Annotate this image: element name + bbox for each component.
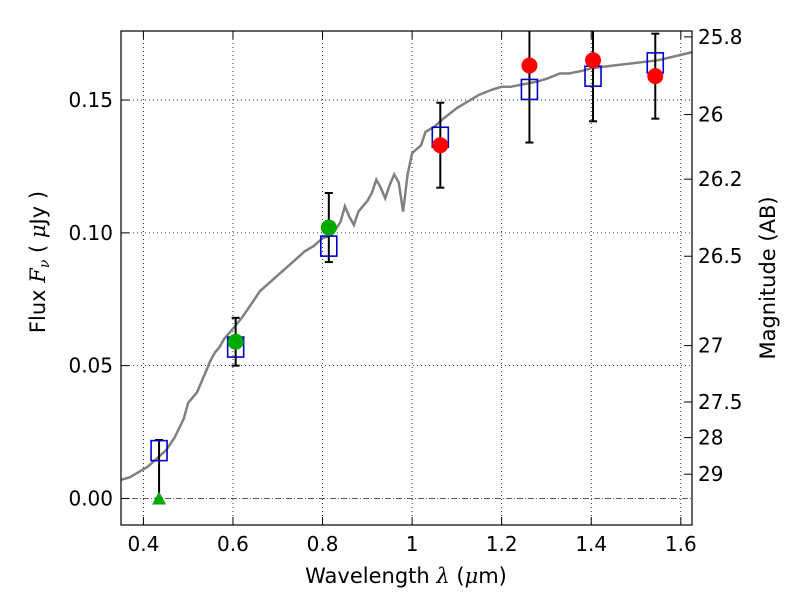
x-tick-label: 1.6 [665,532,697,556]
x-tick-label: 0.6 [217,532,249,556]
y2-tick-label: 27 [698,334,723,358]
observed-optical-point [227,333,244,350]
observed-nir-point [585,52,602,69]
data-markers [150,52,665,505]
y2-axis-ticks: 25.8 26 26.2 26.5 27 27.5 28 29 [684,25,743,486]
y-tick-label: 0.10 [68,221,113,245]
y-axis-label: Flux Fν ( μJy ) [26,191,53,333]
x-axis-ticks: 0.4 0.6 0.8 1 1.2 1.4 1.6 [127,31,697,556]
observed-nir-point [432,137,449,154]
upper-limit-triangle [152,491,167,505]
model-spectrum-line [121,50,692,482]
model-photometry-square [319,235,338,257]
y2-tick-label: 25.8 [698,25,743,49]
plot-area [121,31,692,505]
x-tick-label: 1.2 [486,532,518,556]
x-axis-label: Wavelength λ (μm) [305,564,507,588]
error-bars [155,31,660,500]
x-tick-label: 1.4 [575,532,607,556]
observed-nir-point [647,68,664,85]
y2-axis-label: Magnitude (AB) [756,196,780,359]
y-tick-label: 0.05 [68,354,113,378]
x-tick-label: 0.8 [307,532,339,556]
y-axis-ticks: 0.00 0.05 0.10 0.15 [68,88,129,510]
y2-tick-label: 28 [698,426,723,450]
observed-nir-point [521,57,538,74]
plot-frame [120,30,693,526]
y-tick-label: 0.15 [68,88,113,112]
x-tick-label: 1 [406,532,419,556]
y2-tick-label: 27.5 [698,390,743,414]
model-photometry-square [150,439,168,462]
observed-optical-point [320,219,337,236]
y2-tick-label: 26 [698,103,723,127]
y-tick-label: 0.00 [68,486,113,510]
y2-tick-label: 29 [698,462,723,486]
model-photometry-square [520,78,539,101]
grid-lines [121,31,692,525]
x-tick-label: 0.4 [127,532,159,556]
y2-tick-label: 26.5 [698,244,743,268]
y2-tick-label: 26.2 [698,167,743,191]
